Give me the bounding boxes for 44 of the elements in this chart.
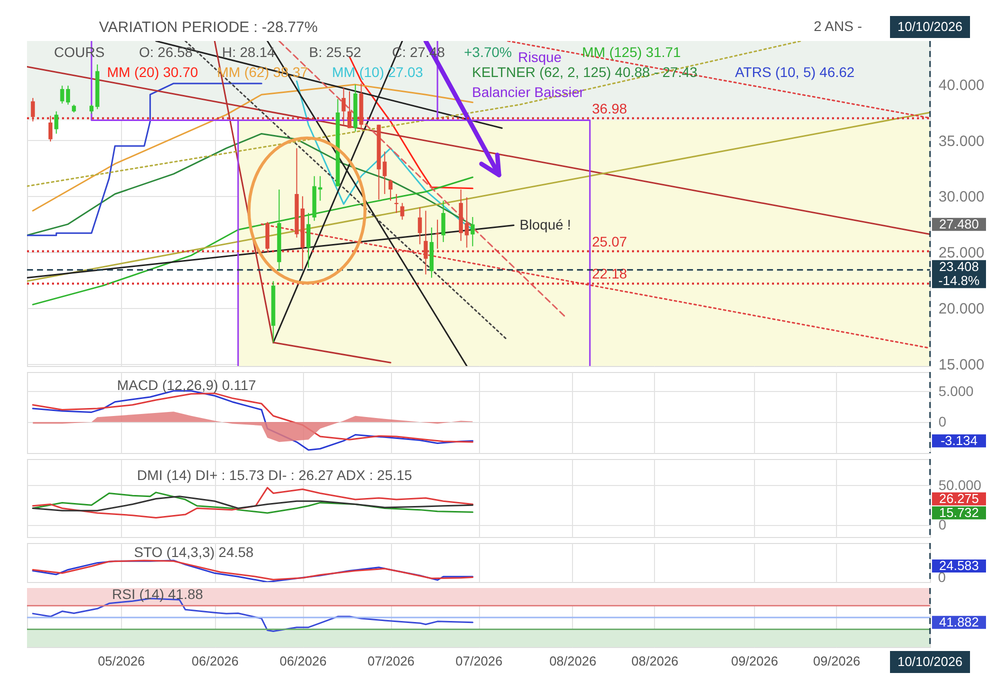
text: 24.583 (939, 558, 979, 573)
x-tick-label: 06/2026 (280, 654, 327, 668)
x-tick-label: 07/2026 (368, 654, 415, 668)
x-tick-label: 09/2026 (813, 654, 860, 668)
annotation: B: 25.52 (309, 44, 362, 60)
ref-line-label: 23.408 -14.8% (938, 259, 980, 288)
text: MM (10) 27.03 (332, 64, 424, 80)
y-tick-label: 40.000 (938, 77, 984, 94)
chart-title: RSI (14) 41.88 (112, 586, 204, 602)
text: -3.134 (940, 432, 978, 448)
text: 41.882 (939, 614, 979, 630)
annotation: O: 26.58 (139, 44, 193, 60)
annotation: Risque (518, 49, 562, 65)
x-tick-label: 08/2026 (549, 654, 596, 668)
y-tick-label: 35.000 (938, 132, 984, 150)
text: ATRS (10, 5) 46.62 (735, 64, 855, 80)
text: 10/10/2026 (897, 654, 963, 669)
x-tick-label: 05/2026 (98, 654, 145, 668)
ref-line-label: 25.07 (592, 233, 628, 250)
text: MM (125) 31.71 (582, 44, 682, 60)
x-tick-label: 07/2026 (456, 654, 502, 668)
annotation: Bloqué ! (520, 216, 572, 232)
y-tick-label: 0 (938, 413, 946, 430)
y-tick-label: 20.000 (938, 300, 984, 318)
text: 26.275 (939, 490, 979, 506)
y-tick-label: 50.000 (938, 476, 982, 493)
y-tick-label: 30.000 (938, 188, 984, 206)
text: 2 ANS - (814, 18, 862, 34)
y-tick-label: 5.000 (938, 382, 974, 399)
ref-line-label: 22.18 (592, 266, 628, 282)
chart-title: VARIATION PERIODE : -28.77% (99, 19, 318, 36)
text: 27.480 (939, 216, 979, 232)
text: 10/10/2026 (897, 19, 963, 34)
chart-title: MACD (12,26,9) 0.117 (117, 377, 256, 393)
x-tick-label: 09/2026 (731, 654, 778, 668)
ref-line-label: 36.98 (592, 100, 628, 116)
x-tick-label: 08/2026 (631, 654, 678, 668)
y-tick-label: 25.000 (938, 244, 984, 262)
y-tick-label: 15.000 (938, 356, 984, 374)
annotation: H: 28.14 (222, 44, 276, 60)
text: MM (20) 30.70 (107, 64, 198, 80)
chart-title: STO (14,3,3) 24.58 (134, 544, 254, 560)
text: DMI (14) DI+ : 15.73 DI- : 26.27 ADX : 25.15 (137, 467, 412, 483)
x-tick-label: 06/2026 (192, 654, 239, 668)
